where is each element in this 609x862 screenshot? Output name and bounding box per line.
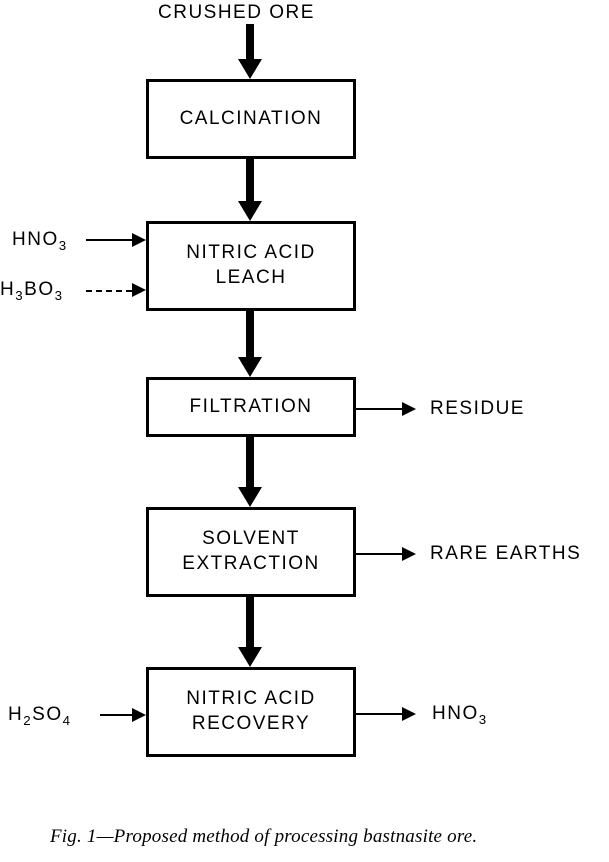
node-label: FILTRATION bbox=[189, 395, 312, 420]
node-label: NITRIC ACIDLEACH bbox=[186, 241, 315, 290]
output-label-hno3_out: HNO3 bbox=[432, 703, 488, 727]
output-label-residue_out: RESIDUE bbox=[430, 398, 525, 420]
node-recovery: NITRIC ACIDRECOVERY bbox=[146, 667, 356, 757]
node-filtration: FILTRATION bbox=[146, 377, 356, 437]
node-nitric_leach: NITRIC ACIDLEACH bbox=[146, 221, 356, 311]
node-label: NITRIC ACIDRECOVERY bbox=[186, 687, 315, 736]
node-solvent_ext: SOLVENTEXTRACTION bbox=[146, 507, 356, 597]
output-label-rare_earths_out: RARE EARTHS bbox=[430, 543, 581, 565]
input-label-h3bo3_in: H3BO3 bbox=[0, 279, 64, 303]
node-label: SOLVENTEXTRACTION bbox=[182, 527, 319, 576]
node-calcination: CALCINATION bbox=[146, 79, 356, 159]
input-label-h2so4_in: H2SO4 bbox=[8, 704, 72, 728]
figure-caption: Fig. 1—Proposed method of processing bas… bbox=[50, 826, 477, 848]
input-label-hno3_in: HNO3 bbox=[12, 229, 68, 253]
node-label: CALCINATION bbox=[180, 107, 323, 132]
top-input-label: CRUSHED ORE bbox=[158, 2, 315, 24]
flowchart-canvas: CRUSHED ORE CALCINATION NITRIC ACIDLEACH FI… bbox=[0, 0, 609, 862]
